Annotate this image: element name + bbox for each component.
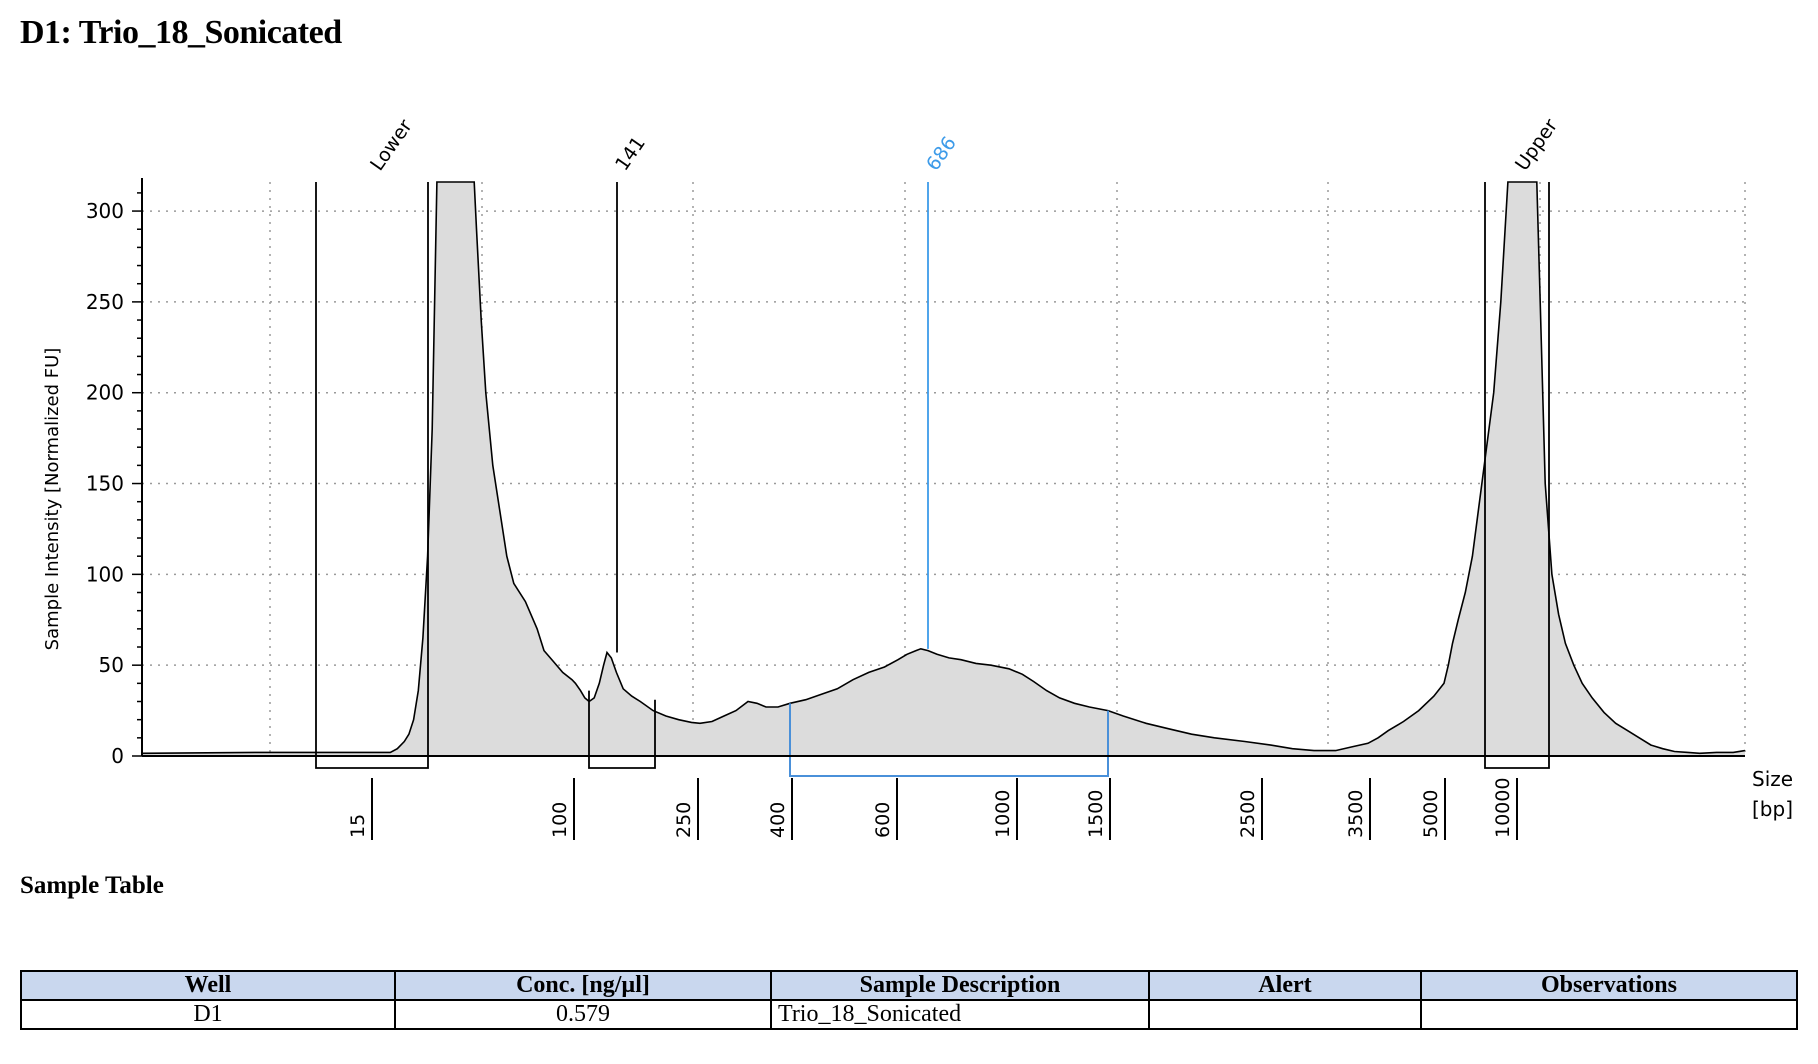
ladder-label: 2500 [1237,790,1259,838]
header-conc: Conc. [ng/µl] [394,970,772,1001]
peak-label: 686 [922,133,961,175]
y-tick-label: 200 [86,381,124,405]
sample-table-header-row: Well Conc. [ng/µl] Sample Description Al… [20,970,1798,1001]
peak-label: Lower [366,115,417,174]
axes [132,178,1745,840]
ladder-label: 600 [872,802,894,838]
ladder-label: 1500 [1085,790,1107,838]
cell-conc: 0.579 [394,999,772,1030]
x-axis-label: [bp] [1752,797,1793,821]
ladder-label: 10000 [1492,778,1514,838]
y-tick-label: 150 [86,472,124,496]
table-row: D1 0.579 Trio_18_Sonicated [20,999,1798,1030]
y-tick-label: 0 [111,744,124,768]
x-axis-label: Size [1752,767,1793,791]
cell-observations [1420,999,1798,1030]
electropherogram-chart: Lower 141 686 Upper 0 50 100 150 200 250 300 15 100… [42,115,1793,840]
peak-box [315,182,429,769]
ladder-label: 3500 [1345,790,1367,838]
header-well: Well [20,970,396,1001]
cell-well: D1 [20,999,396,1030]
peak-label: Upper [1511,115,1562,175]
trace-area [141,181,1746,756]
ladder-label: 400 [767,802,789,838]
trace-line [141,181,1746,755]
header-alert: Alert [1148,970,1422,1001]
y-axis-label: Sample Intensity [Normalized FU] [42,348,63,651]
axis-labels: 0 50 100 150 200 250 300 15 100 250 400 600 1000 1500… [42,199,1793,838]
header-observations: Observations [1420,970,1798,1001]
ladder-label: 5000 [1420,790,1442,838]
ladder-label: 100 [549,802,571,838]
ladder-label: 15 [347,814,369,838]
peak-box [1484,182,1550,769]
trace-fill [142,182,1745,756]
y-tick-label: 250 [86,290,124,314]
cell-alert [1148,999,1422,1030]
ladder-label: 1000 [992,790,1014,838]
ladder-label: 250 [673,802,695,838]
sample-table: Well Conc. [ng/µl] Sample Description Al… [20,970,1798,1030]
page-title: D1: Trio_18_Sonicated [20,14,342,51]
header-sample-description: Sample Description [770,970,1150,1001]
region-bracket [789,703,1109,777]
peak-box [588,690,656,769]
y-tick-label: 100 [86,562,124,586]
sample-table-title: Sample Table [20,872,164,899]
cell-sample-description: Trio_18_Sonicated [770,999,1150,1030]
y-tick-label: 300 [86,199,124,223]
y-tick-label: 50 [99,653,124,677]
peak-label: 141 [611,133,650,175]
